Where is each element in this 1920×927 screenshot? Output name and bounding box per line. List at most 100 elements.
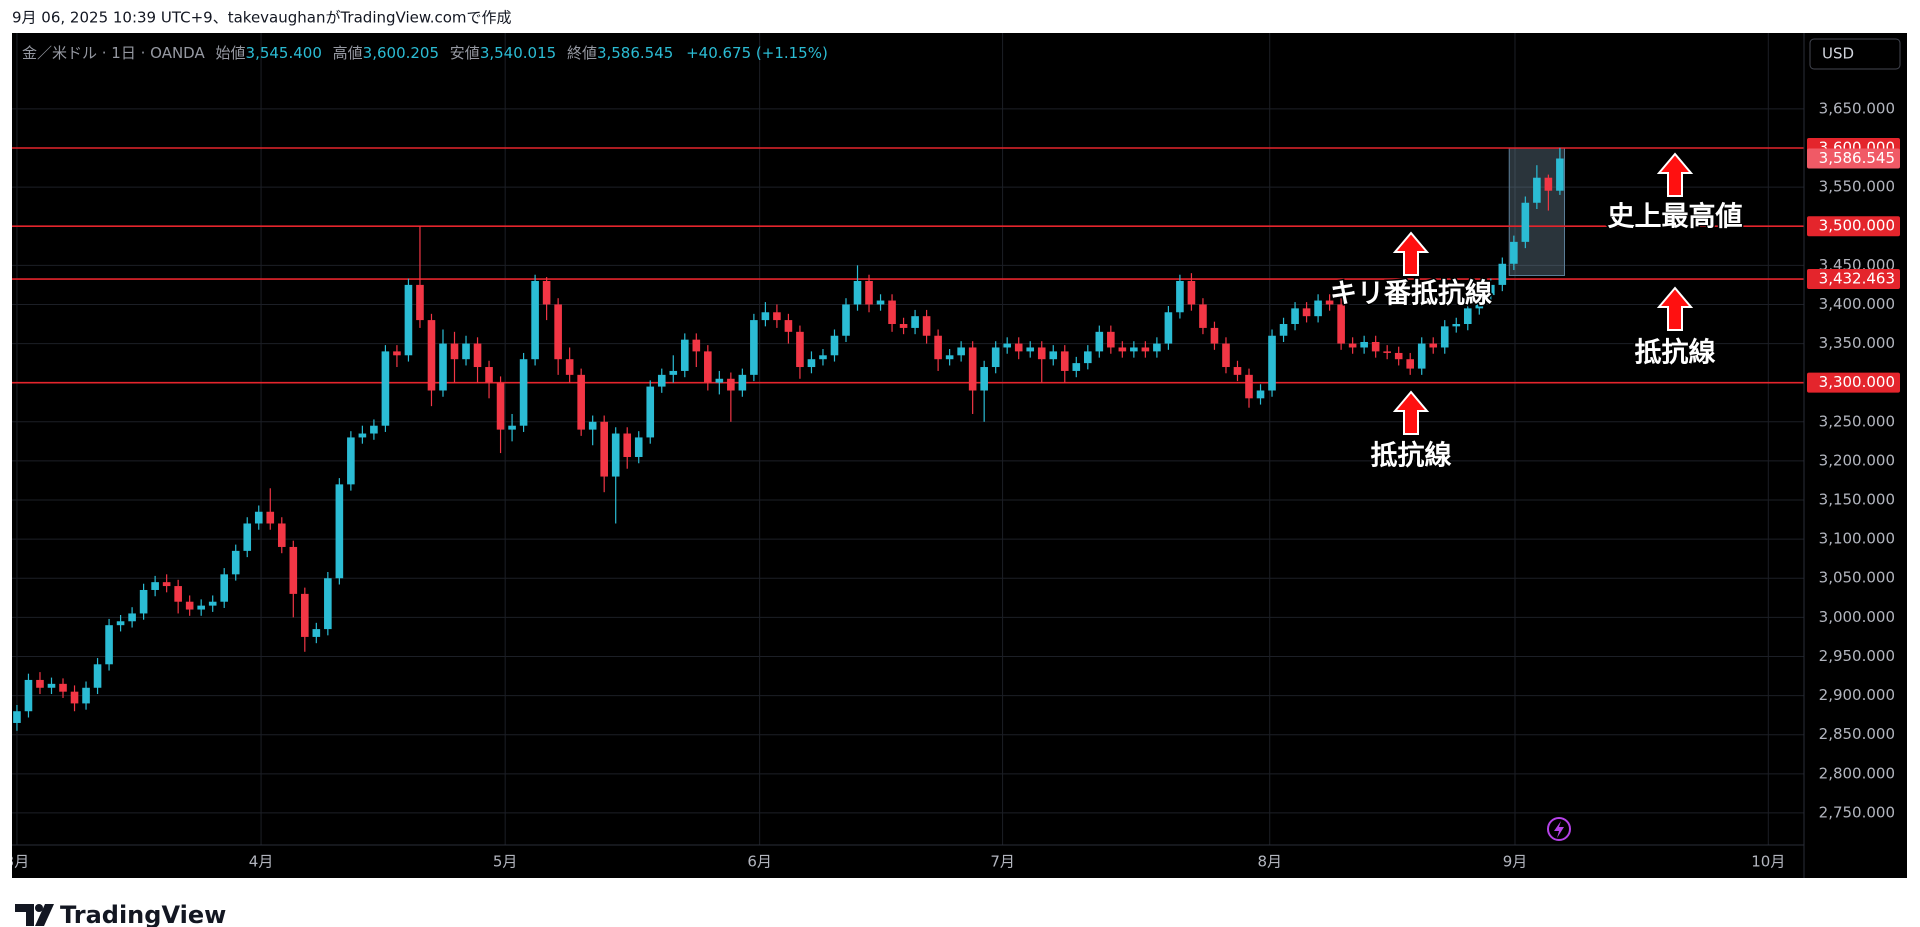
candle-body	[151, 582, 159, 590]
candle-body	[416, 284, 424, 321]
annotation-text: 抵抗線	[1635, 337, 1716, 369]
candle-body	[496, 382, 505, 430]
candle-body	[1556, 158, 1564, 191]
candle-body	[738, 374, 747, 391]
candle-body	[1060, 351, 1069, 371]
candle-body	[1498, 263, 1507, 285]
candle-body	[945, 355, 954, 360]
level-label-box	[1807, 269, 1900, 290]
plot-area	[12, 33, 1804, 845]
candle-body	[876, 300, 885, 305]
candle-body	[1325, 300, 1334, 305]
candle-body	[1440, 326, 1449, 348]
candle-body	[93, 664, 102, 688]
level-label-box	[1807, 216, 1900, 237]
y-tick-label: 3,050.000	[1819, 569, 1895, 587]
candle-body	[657, 374, 666, 387]
y-tick-label: 3,250.000	[1819, 412, 1895, 430]
candle-body	[1176, 280, 1184, 313]
candle-body	[1153, 343, 1161, 352]
candle-body	[842, 304, 850, 336]
candle-body	[692, 339, 701, 352]
x-tick-label: 10月	[1751, 853, 1785, 871]
candle-body	[646, 386, 655, 438]
candle-body	[1256, 390, 1265, 399]
y-tick-label: 2,900.000	[1819, 686, 1895, 704]
candle-body	[715, 378, 724, 383]
candle-body	[704, 351, 712, 383]
candle-body	[819, 355, 827, 360]
candle-body	[888, 300, 896, 325]
candle-body	[370, 425, 378, 434]
logo-t	[15, 904, 34, 926]
candle-body	[220, 574, 229, 602]
candle-body	[462, 343, 470, 360]
candle-body	[301, 593, 309, 637]
candle-body	[312, 629, 321, 637]
candle-body	[1107, 331, 1115, 348]
candle-body	[243, 523, 252, 551]
candle-body	[577, 374, 585, 430]
candle-body	[750, 320, 758, 375]
y-tick-label: 3,150.000	[1819, 491, 1895, 509]
candle-body	[519, 359, 528, 426]
annotation-text: キリ番抵抗線	[1330, 278, 1492, 310]
candle-body	[542, 280, 551, 305]
candle-body	[1279, 324, 1288, 336]
annotation-text: 抵抗線	[1371, 440, 1452, 472]
low-value: 3,540.015	[480, 44, 556, 62]
low-label: 安値	[450, 44, 480, 62]
candle-body	[1245, 374, 1253, 399]
x-tick-label: 8月	[1257, 853, 1282, 871]
y-tick-label: 2,800.000	[1819, 764, 1895, 782]
candle-body	[82, 687, 90, 704]
x-tick-label: 4月	[249, 853, 274, 871]
level-label-box	[1807, 372, 1900, 393]
currency-box[interactable]	[1809, 38, 1901, 70]
candle-body	[174, 586, 182, 602]
chart-background	[12, 33, 1907, 878]
candle-body	[1544, 177, 1553, 191]
alert-icon[interactable]	[1547, 817, 1571, 841]
high-label: 高値	[333, 44, 363, 62]
annotation-arrow	[1392, 231, 1430, 276]
candle-body	[1141, 347, 1150, 352]
candle-body	[1164, 312, 1173, 344]
y-tick-label: 3,400.000	[1819, 295, 1895, 313]
candle-body	[554, 304, 562, 360]
candle-body	[439, 343, 447, 391]
candle-body	[611, 433, 620, 477]
candle-body	[427, 320, 436, 391]
candle-body	[600, 421, 608, 477]
y-tick-label: 3,350.000	[1819, 334, 1895, 352]
candle-body	[1233, 367, 1242, 375]
y-tick-label: 3,100.000	[1819, 530, 1895, 548]
candle-body	[865, 280, 873, 305]
open-value: 3,545.400	[246, 44, 322, 62]
candle-body	[347, 437, 355, 485]
axes: 2,750.000 2,800.000 2,850.000 2,900.000 2,95…	[12, 99, 1900, 871]
annotation-arrow	[1392, 390, 1430, 435]
candle-body	[1348, 343, 1357, 348]
candle-body	[1533, 177, 1541, 203]
candle-body	[13, 711, 21, 723]
candle-body	[1268, 335, 1276, 391]
candle-body	[1383, 351, 1391, 353]
candle-body	[1037, 347, 1046, 360]
candle-body	[531, 280, 539, 360]
alert-bolt	[1554, 821, 1564, 838]
candle-body	[1487, 284, 1495, 296]
candle-body	[116, 621, 125, 626]
candle-body	[773, 312, 781, 321]
last-price-label: 3,586.545	[1819, 149, 1895, 167]
candle-body	[1429, 343, 1438, 348]
currency: USD	[1822, 45, 1854, 63]
candle-body	[968, 347, 977, 391]
y-tick-label: 3,550.000	[1819, 178, 1895, 196]
level-label: 3,300.000	[1819, 373, 1895, 391]
footer-brand: TradingView	[60, 901, 226, 927]
candle-body	[1406, 359, 1415, 369]
candle-body	[335, 484, 344, 579]
candle-body	[991, 347, 1000, 368]
